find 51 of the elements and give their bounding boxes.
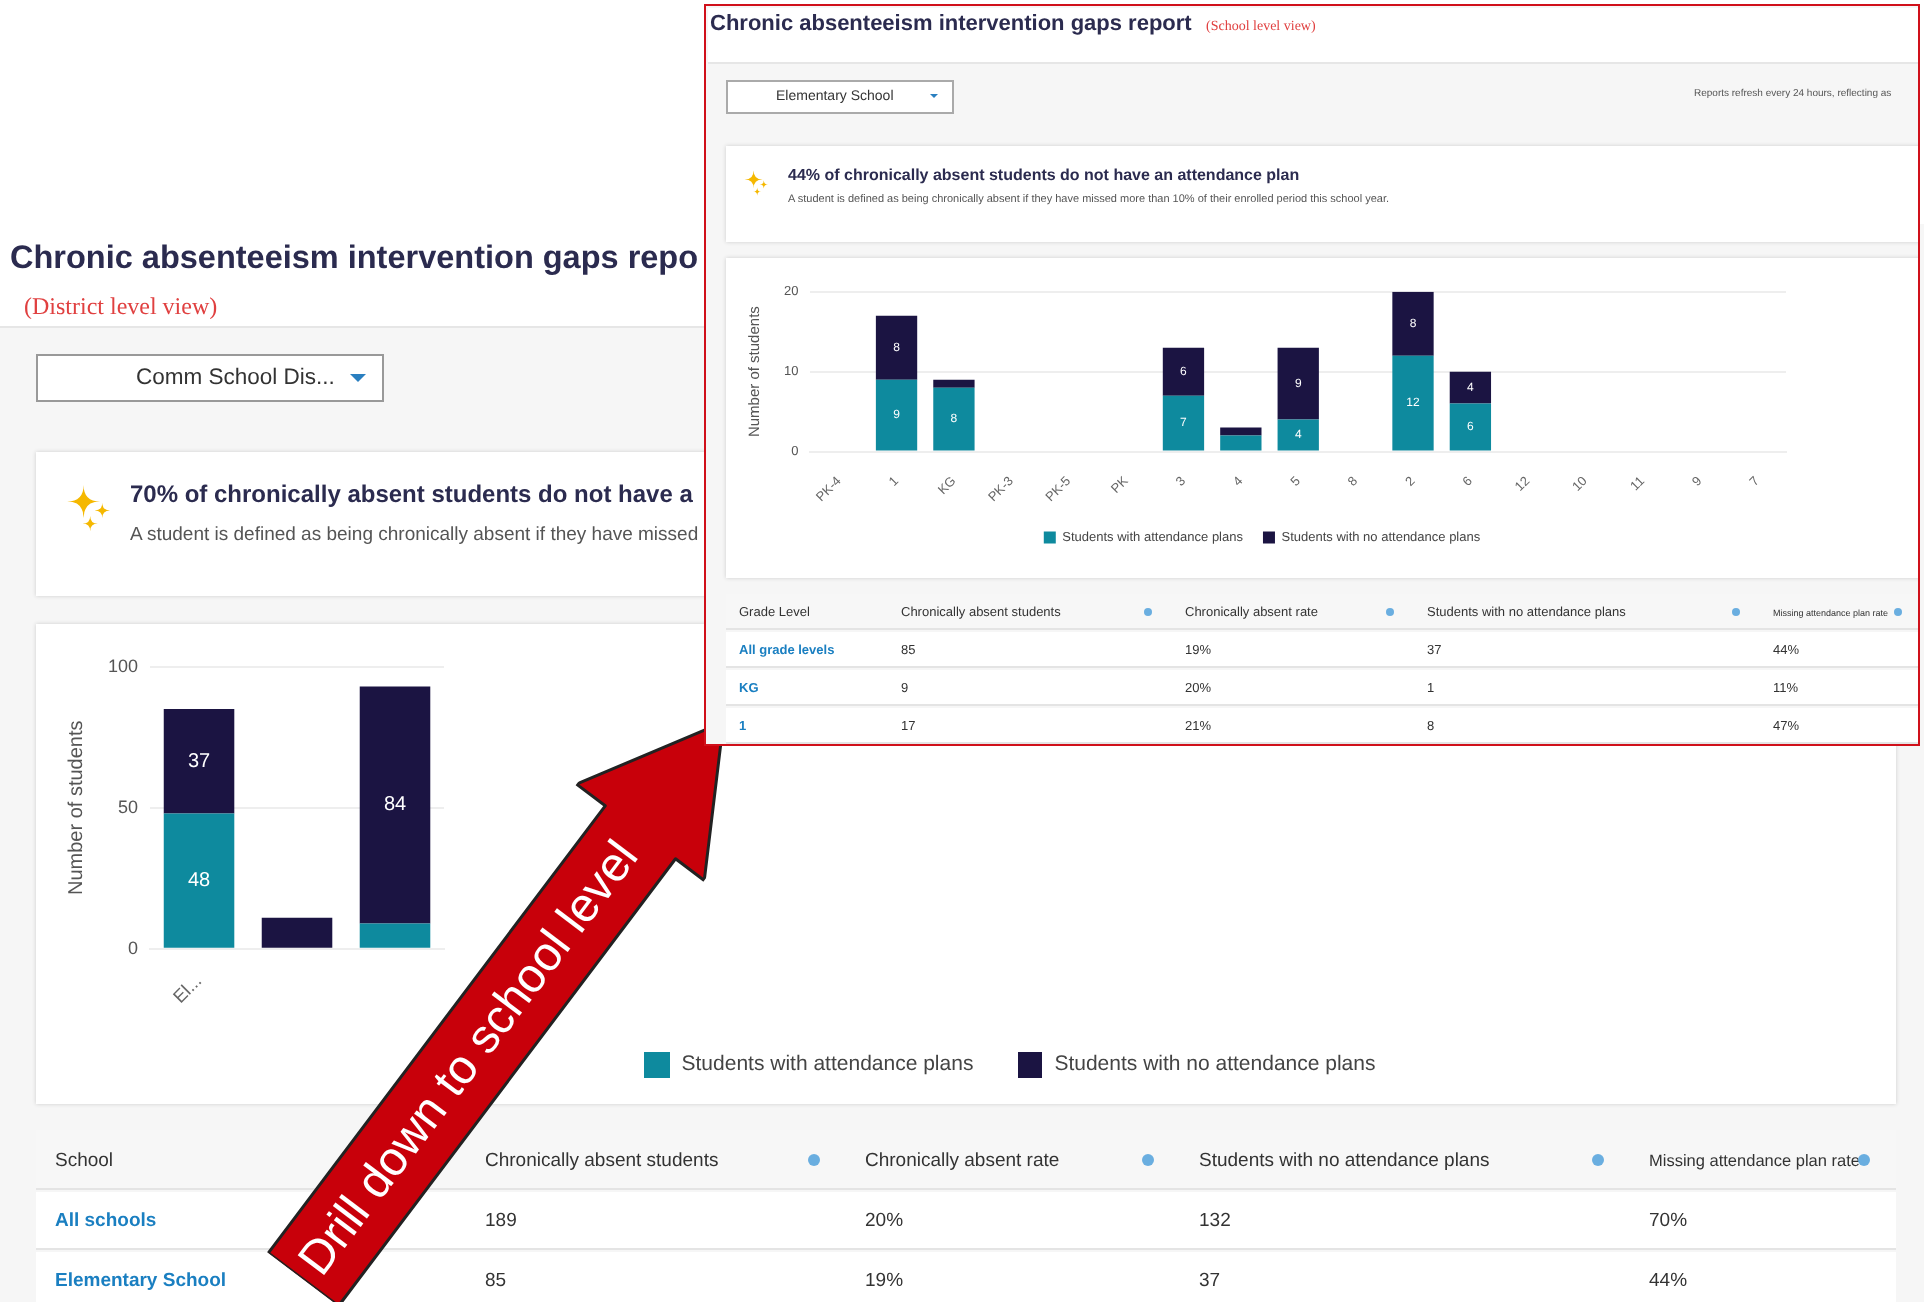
bar [1162, 347, 1205, 396]
bar [359, 923, 431, 948]
chart-title: Chronic absenteeism intervention gaps report [710, 12, 1192, 40]
chart-title: Chronic absenteeism intervention gaps repo [10, 240, 699, 280]
y-axis-title: Number of students [65, 720, 88, 896]
bar [933, 387, 975, 451]
text: Chronically absent students [485, 1147, 719, 1175]
text: 37 [1199, 1268, 1221, 1296]
x-tick-label: El... [169, 970, 206, 1007]
bar [1392, 355, 1434, 451]
bar [1277, 419, 1319, 451]
chart-subtitle: (District level view) [24, 292, 218, 320]
bar [1162, 395, 1205, 451]
text: Students with no attendance plans [1199, 1147, 1490, 1175]
y-tick-label: 100 [107, 655, 139, 676]
text: Elementary School [55, 1268, 227, 1296]
bar [1277, 347, 1319, 420]
bar [163, 813, 235, 948]
data-label: 48 [187, 870, 212, 893]
legend-label: Students with no attendance plans [1054, 1052, 1376, 1077]
bar [933, 379, 975, 388]
text: Missing attendance plan rate [1649, 1149, 1860, 1174]
data-label: 84 [383, 794, 407, 817]
bar [875, 379, 918, 451]
bar [1220, 427, 1262, 436]
bar [163, 709, 235, 814]
legend-label: Students with attendance plans [681, 1052, 974, 1077]
text: 20% [865, 1208, 904, 1236]
bar [1392, 291, 1434, 356]
bar [1449, 403, 1492, 451]
data-label: 37 [187, 750, 212, 773]
text: 85 [485, 1268, 507, 1296]
text: 44% of chronically absent students do not have an attendance plan [788, 166, 1300, 188]
text: All schools [55, 1208, 157, 1236]
text: A student is defined as being chronically absent if they have missed [130, 524, 699, 550]
text: Chronically absent rate [865, 1147, 1060, 1175]
bar [1220, 435, 1262, 451]
text: 70% [1649, 1208, 1688, 1236]
text: 132 [1199, 1208, 1231, 1236]
bar [1449, 371, 1492, 404]
text: 19% [865, 1268, 904, 1296]
y-tick-label: 50 [118, 796, 139, 817]
bar [359, 686, 431, 924]
bar [261, 917, 333, 948]
text: 44% [1649, 1268, 1688, 1296]
text: Comm School Dis... [136, 364, 335, 394]
bar [875, 315, 918, 380]
y-tick-label: 0 [128, 937, 139, 958]
text: 70% of chronically absent students do not have a [130, 480, 693, 512]
text: School [55, 1147, 114, 1175]
text: 189 [485, 1208, 517, 1236]
